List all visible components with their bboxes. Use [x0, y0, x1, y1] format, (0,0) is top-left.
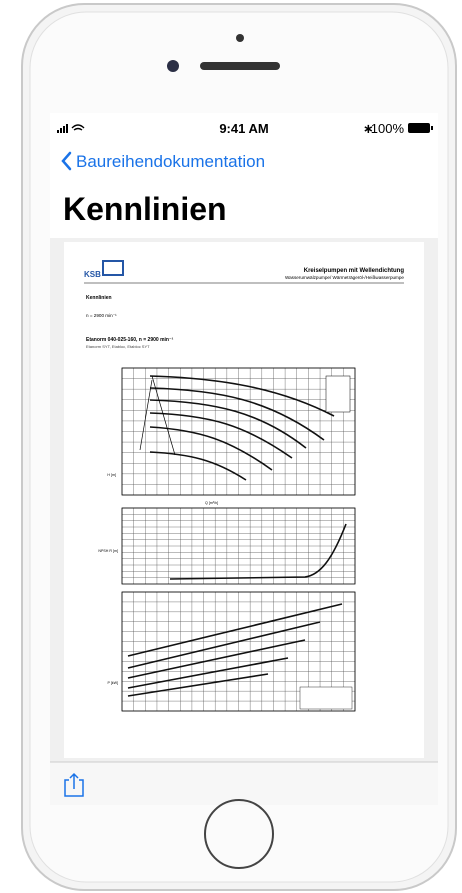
legend-box — [300, 687, 352, 709]
status-time: 9:41 AM — [219, 121, 268, 136]
logo-box — [103, 261, 123, 275]
document-page — [64, 242, 424, 758]
doc-header-subtitle: Wasserumwälzpumpe/ Wärmeträgeröl-/Heißwa… — [285, 275, 404, 280]
doc-header-title: Kreiselpumpen mit Wellendichtung — [304, 268, 405, 274]
npsh-axis-label: NPSH R [m] — [98, 549, 118, 553]
power-axis-label: P [kW] — [107, 681, 118, 685]
flow-axis-label: Q [m³/h] — [205, 501, 218, 505]
page-title: Kennlinien — [63, 191, 227, 227]
phone-mockup: 9:41 AM ∗ 100% Baureihendokumentation Ke… — [0, 0, 462, 893]
speaker — [200, 62, 280, 70]
back-button[interactable]: Baureihendokumentation — [76, 152, 265, 171]
doc-pump: Etanorm 040-025-160, n = 2900 min⁻¹ — [86, 337, 174, 343]
doc-variants: Etanorm SYT, Etabloc, Etabloc SYT — [86, 344, 150, 349]
logo: KSB — [84, 270, 101, 279]
battery-tip — [431, 126, 433, 130]
toolbar — [50, 762, 438, 805]
battery-icon — [408, 123, 430, 133]
front-camera — [167, 60, 179, 72]
sensor — [236, 34, 244, 42]
chart-grids — [122, 368, 355, 711]
page: 9:41 AM ∗ 100% Baureihendokumentation Ke… — [0, 0, 462, 893]
head-axis-label: H [m] — [107, 473, 116, 477]
battery-percent: 100% — [371, 121, 405, 136]
doc-section: Kennlinien — [86, 295, 112, 301]
impeller-inset — [326, 376, 350, 412]
doc-speed: n = 2900 min⁻¹ — [86, 313, 117, 318]
